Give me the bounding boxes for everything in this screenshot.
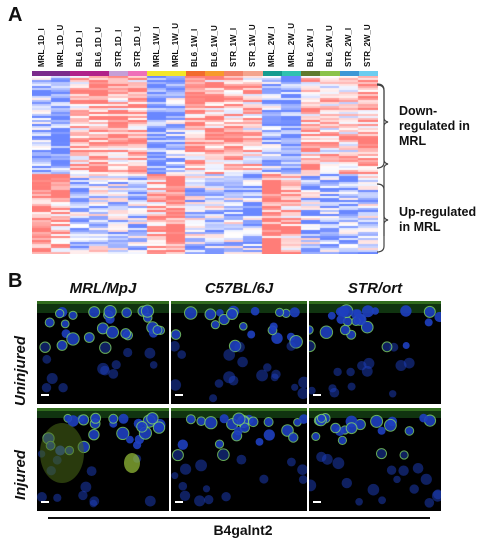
- scale-bar: [175, 394, 183, 396]
- column-label: BL6_1W_I: [190, 28, 200, 67]
- condition-label-str: STR/ort: [347, 280, 403, 297]
- column-label: BL6_1D_U: [94, 26, 104, 67]
- column-label: BL6_2W_U: [324, 25, 334, 67]
- column-label: MRL_1W_U: [171, 22, 181, 67]
- sample-color-bar: [108, 71, 129, 77]
- micrograph-injured-mrl: [37, 408, 169, 511]
- expression-heatmap: [32, 76, 378, 254]
- column-label: MRL_2W_I: [267, 26, 277, 67]
- column-label: STR_1W_I: [228, 27, 238, 67]
- condition-label-c57: C57BL/6J: [204, 280, 274, 297]
- column-label: BL6_1D_I: [75, 30, 85, 67]
- column-label: MRL_1D_I: [36, 28, 46, 67]
- panel-a-label: A: [8, 4, 23, 26]
- column-label: MRL_1W_I: [151, 26, 161, 67]
- micrograph-injured-str: [309, 408, 441, 511]
- micrograph-injured-c57: [171, 408, 307, 511]
- group-brackets: [377, 83, 389, 236]
- sample-color-bar: [320, 71, 341, 77]
- scale-bar: [41, 501, 49, 503]
- sample-color-bar: [32, 71, 52, 77]
- micrograph-uninjured-mrl: [37, 301, 169, 404]
- sample-color-bar: [166, 71, 187, 77]
- row-label-injured: Injured: [12, 449, 29, 500]
- sample-color-bar: [185, 71, 206, 77]
- gene-label: B4galnt2: [213, 522, 273, 538]
- panel-b-label: B: [8, 270, 23, 292]
- column-label: BL6_2W_I: [305, 28, 315, 67]
- sample-color-bar: [205, 71, 225, 77]
- column-label: MRL_2W_U: [286, 22, 296, 67]
- column-label: STR_2W_U: [363, 24, 373, 67]
- column-label: BL6_1W_U: [209, 25, 219, 67]
- sample-color-bar: [281, 71, 302, 77]
- sample-color-bar: [243, 71, 264, 77]
- sample-color-bar: [224, 71, 244, 77]
- sample-color-bar: [147, 71, 168, 77]
- scale-bar: [313, 501, 321, 503]
- sample-color-bar: [262, 71, 283, 77]
- condition-label-mrl: MRL/MpJ: [69, 280, 137, 297]
- bracket-label-down: Down-regulated in MRL: [399, 104, 470, 148]
- column-label: MRL_1D_U: [55, 24, 65, 67]
- group-brackets-graphic: [377, 84, 389, 253]
- sample-color-bar: [339, 71, 360, 77]
- sample-color-bar: [358, 71, 379, 77]
- gene-underline: [48, 517, 430, 519]
- scale-bar: [41, 394, 49, 396]
- sample-color-bar: [301, 71, 321, 77]
- bracket-label-up: Up-regulated in MRL: [399, 205, 477, 234]
- scale-bar: [175, 501, 183, 503]
- micrograph-uninjured-c57: [171, 301, 307, 404]
- scale-bar: [313, 394, 321, 396]
- sample-color-bar: [70, 71, 91, 77]
- bracket-down: [377, 83, 389, 236]
- sample-color-bar: [89, 71, 110, 77]
- column-label: STR_1D_I: [113, 29, 123, 67]
- sample-color-bar: [51, 71, 71, 77]
- sample-color-bar: [128, 71, 148, 77]
- column-label: STR_1W_U: [248, 24, 258, 67]
- micrograph-uninjured-str: [309, 301, 441, 404]
- row-label-uninjured: Uninjured: [12, 336, 29, 406]
- column-label: STR_2W_I: [344, 27, 354, 67]
- column-label: STR_1D_U: [132, 26, 142, 67]
